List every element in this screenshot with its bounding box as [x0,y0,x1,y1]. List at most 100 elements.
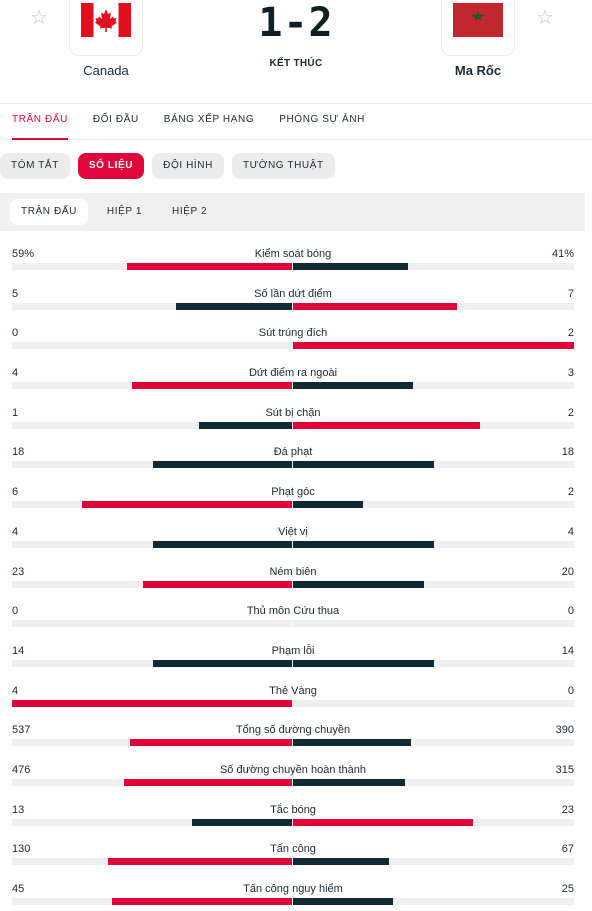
stat-bar-track [12,858,574,866]
stat-home-value: 4 [12,684,19,697]
match-status: KẾT THÚC [269,58,323,69]
stat-away-value: 25 [561,883,574,895]
stat-label: Phạt góc [271,486,315,499]
tab-standings[interactable]: BẢNG XẾP HẠNG [163,114,255,125]
subtab-lineups[interactable]: ĐỘI HÌNH [152,153,224,179]
away-team[interactable]: Ma Rốc [418,0,538,78]
stat-away-value: 2 [567,486,574,499]
stat-row: 476 Số đường chuyền hoàn thành 315 [12,762,574,802]
home-team[interactable]: Canada [46,0,166,78]
stat-away-bar [293,818,473,826]
stat-away-bar [293,382,414,390]
stat-bar-track [12,382,574,390]
stat-bar-divider [292,382,293,390]
stat-label: Tấn công [270,843,316,856]
stat-home-bar [82,501,293,509]
subtab-summary[interactable]: TÓM TẮT [0,153,70,179]
stat-away-value: 20 [561,565,574,578]
tab-head-to-head[interactable]: ĐỐI ĐẦU [92,114,139,125]
stat-away-value: 390 [555,724,574,737]
stat-bar-track [12,778,574,786]
favorite-home-star-icon[interactable]: ☆ [30,7,48,29]
stat-label: Dứt điểm ra ngoài [248,367,338,380]
stat-bar-track [12,540,574,548]
stat-row: 23 Ném biên 20 [12,564,574,604]
stat-row: 5 Số lần dứt điểm 7 [12,286,574,326]
stat-bar-track [12,659,574,667]
stat-home-bar [152,659,293,667]
stat-label: Kiểm soát bóng [254,248,332,260]
sub-tabs: TÓM TẮT SỐ LIỆU ĐỘI HÌNH TƯỜNG THUẬT [0,153,343,179]
subtab-commentary[interactable]: TƯỜNG THUẬT [231,153,335,179]
stat-away-value: 4 [567,525,574,538]
stat-bar-divider [292,778,293,786]
tab-photo-report[interactable]: PHÓNG SỰ ẢNH [279,114,365,125]
stat-bar-divider [292,620,293,628]
stat-home-bar [130,739,293,747]
stat-bar-divider [292,858,293,866]
match-header: ☆ Canada 1-2 KẾT THÚC Ma Rốc ☆ [0,0,592,104]
stat-home-bar [123,778,293,786]
stat-away-value: 41% [551,248,574,260]
match-score: 1-2 [258,0,334,46]
stat-home-bar [152,461,293,469]
stat-away-bar [293,461,434,469]
stat-away-bar [293,501,364,509]
home-team-logo [69,0,143,56]
stat-away-bar [293,858,389,866]
stat-home-bar [142,580,293,588]
stat-away-value: 23 [561,803,574,816]
tab-match[interactable]: TRẬN ĐẤU [12,104,68,140]
period-tab-full-match[interactable]: TRẬN ĐẤU [10,199,88,225]
stat-label: Tấn công nguy hiểm [243,883,343,895]
stat-bar-divider [292,699,293,707]
period-tab-first-half[interactable]: HIỆP 1 [106,206,143,217]
stat-row: 4 Việt vị 4 [12,524,574,564]
stat-bar-divider [292,501,293,509]
stat-bar-track [12,302,574,310]
stat-away-bar [293,778,405,786]
stat-home-value: 0 [12,327,19,340]
stats-list: 59% Kiểm soát bóng 41% 5 Số lần dứt điểm 7 0 Sú… [12,246,574,911]
stat-label: Tắc bóng [270,803,316,816]
stat-home-value: 23 [12,565,25,578]
stat-away-bar [293,421,481,429]
stat-away-bar [293,263,409,270]
stat-away-value: 67 [561,843,574,856]
subtab-stats[interactable]: SỐ LIỆU [77,153,145,179]
stat-label: Phạm lỗi [271,644,315,657]
stat-row: 1 Sút bị chặn 2 [12,405,574,445]
stat-home-value: 5 [12,287,19,300]
stat-row: 537 Tổng số đường chuyền 390 [12,722,574,762]
stat-label: Việt vị [278,525,308,538]
stat-row: 0 Sút trúng đích 2 [12,325,574,365]
stat-home-value: 4 [12,525,19,538]
main-tabs: TRẬN ĐẤU ĐỐI ĐẦU BẢNG XẾP HẠNG PHÓNG SỰ … [0,104,592,140]
stat-bar-track [12,501,574,509]
stat-home-value: 1 [12,406,19,419]
period-tabs: TRẬN ĐẤU HIỆP 1 HIỆP 2 [0,193,585,231]
stat-home-bar [152,540,293,548]
stat-bar-track [12,263,574,270]
stat-bar-track [12,580,574,588]
stat-away-bar [293,898,394,905]
favorite-away-star-icon[interactable]: ☆ [536,7,554,29]
period-tab-second-half[interactable]: HIỆP 2 [172,206,208,217]
stat-bar-divider [292,659,293,667]
stat-bar-track [12,342,574,350]
stat-label: Đá phạt [273,446,313,459]
stat-row: 4 Dứt điểm ra ngoài 3 [12,365,574,405]
away-team-logo [441,0,515,56]
stat-home-bar [12,699,293,707]
stat-label: Sút bị chặn [265,406,321,419]
stat-row: 18 Đá phạt 18 [12,444,574,484]
stat-bar-divider [292,580,293,588]
stat-row: 45 Tấn công nguy hiểm 25 [12,881,574,911]
stat-home-value: 45 [12,883,25,895]
stat-bar-track [12,898,574,905]
stat-home-value: 6 [12,486,19,499]
stat-home-value: 4 [12,367,19,380]
stat-away-value: 3 [567,367,574,380]
stat-bar-divider [292,739,293,747]
stat-row: 0 Thủ môn Cứu thua 0 [12,603,574,643]
